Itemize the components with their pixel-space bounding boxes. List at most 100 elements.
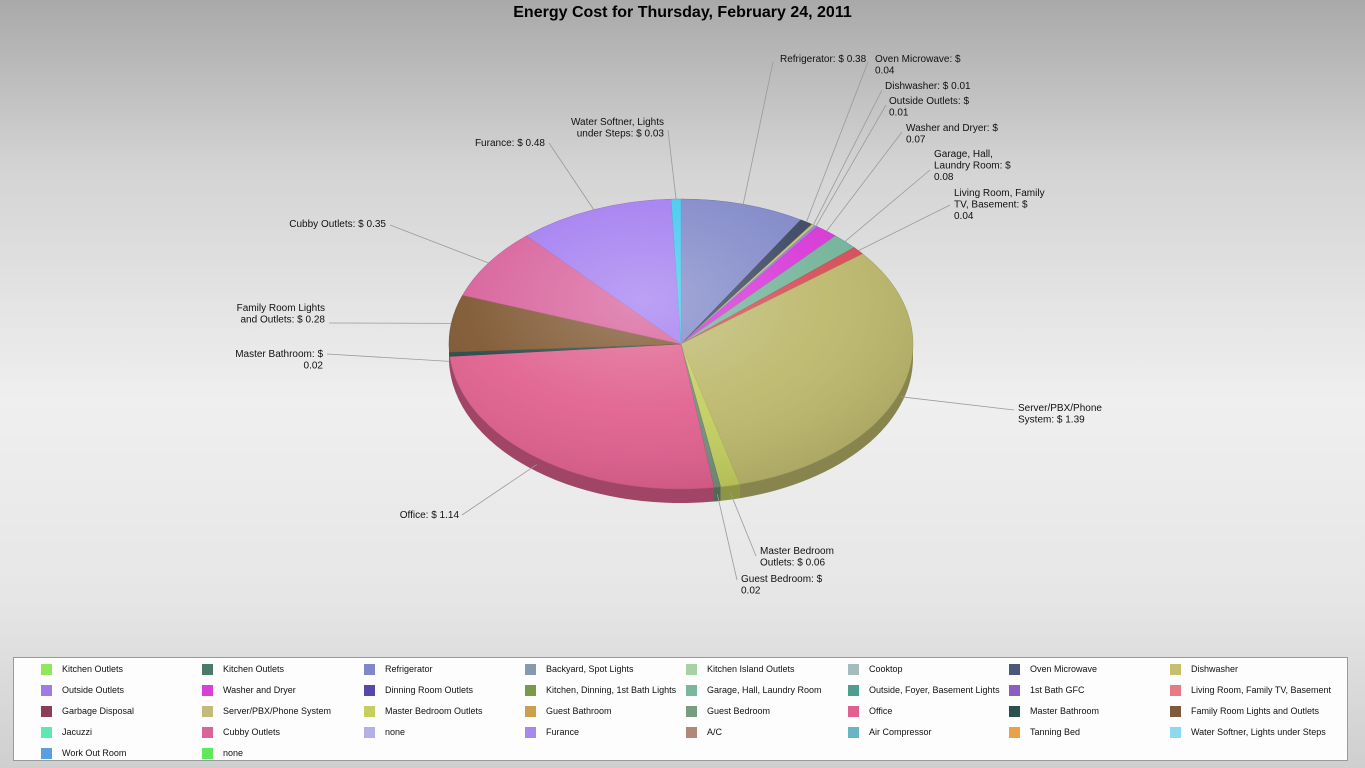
legend-label: Oven Microwave [1030,664,1098,674]
leader-line [729,492,757,557]
legend-item: Oven Microwave [1009,662,1097,676]
pie-side-master-bedroom-outlets [720,484,740,501]
legend-item: Garage, Hall, Laundry Room [686,683,822,697]
slice-label: Family Room Lights and Outlets: $ 0.28 [237,303,326,326]
legend-swatch [686,684,697,696]
legend-label: Master Bathroom [1030,706,1100,716]
legend-label: Master Bedroom Outlets [385,706,483,716]
legend-swatch [202,684,213,696]
legend-swatch [686,705,697,717]
legend-label: Water Softner, Lights under Steps [1191,727,1326,737]
leader-line [901,396,1015,411]
legend-swatch [525,663,536,675]
legend-label: Living Room, Family TV, Basement [1191,685,1332,695]
legend-item: Furance [525,725,579,739]
legend-swatch [1170,726,1181,738]
slice-label: Master Bedroom Outlets: $ 0.06 [760,546,834,569]
legend-swatch [1009,663,1020,675]
legend-swatch [848,726,859,738]
legend-label: Garbage Disposal [62,706,135,716]
legend-label: Cooktop [869,664,903,674]
legend-label: Backyard, Spot Lights [546,664,634,674]
legend-item: Kitchen Outlets [41,662,123,676]
leader-line [389,224,489,264]
legend-label: Kitchen Island Outlets [707,664,795,674]
legend-item: Server/PBX/Phone System [202,704,331,718]
legend-swatch [202,663,213,675]
legend-item: Kitchen Island Outlets [686,662,795,676]
pie-side-guest-bedroom [714,486,721,502]
legend-item: 1st Bath GFC [1009,683,1085,697]
legend-label: Family Room Lights and Outlets [1191,706,1320,716]
leader-line [806,61,869,223]
legend-item: Guest Bedroom [686,704,770,718]
legend-item: Garbage Disposal [41,704,134,718]
legend-label: Dishwasher [1191,664,1239,674]
legend-label: Guest Bathroom [546,706,612,716]
legend-swatch [686,726,697,738]
legend-label: Washer and Dryer [223,685,296,695]
slice-label: Refrigerator: $ 0.38 [780,54,867,65]
legend-item: none [202,746,243,760]
legend-swatch [364,726,375,738]
legend-label: Refrigerator [385,664,433,674]
slice-label: Water Softner, Lights under Steps: $ 0.03 [571,117,664,140]
leader-line [716,494,738,581]
slice-label: Office: $ 1.14 [400,510,460,521]
leader-line [826,131,903,232]
leader-line [548,142,595,210]
legend-item: Water Softner, Lights under Steps [1170,725,1326,739]
legend-label: none [223,748,244,758]
legend-swatch [1170,663,1181,675]
legend-swatch [41,684,52,696]
legend-swatch [525,726,536,738]
legend-item: Outside, Foyer, Basement Lights [848,683,1000,697]
legend-swatch [41,747,52,759]
legend-swatch [525,684,536,696]
legend-label: Guest Bedroom [707,706,771,716]
slice-label: Guest Bedroom: $0.02 [741,574,823,597]
legend-swatch [41,663,52,675]
legend-item: Family Room Lights and Outlets [1170,704,1319,718]
legend-item: Kitchen Outlets [202,662,284,676]
legend-item: Master Bedroom Outlets [364,704,483,718]
leader-line [667,129,677,200]
legend-label: Air Compressor [869,727,932,737]
slice-label: Washer and Dryer: $0.07 [906,123,998,146]
legend-item: Tanning Bed [1009,725,1080,739]
legend-item: Living Room, Family TV, Basement [1170,683,1331,697]
legend-swatch [848,684,859,696]
slice-label: Server/PBX/Phone System: $ 1.39 [1018,403,1102,426]
legend-item: Dinning Room Outlets [364,683,473,697]
pie-side-server-pbx-phone-system [739,344,913,499]
legend-item: Cubby Outlets [202,725,280,739]
legend-swatch [364,663,375,675]
legend-swatch [202,726,213,738]
leader-line [858,204,951,251]
legend-item: Master Bathroom [1009,704,1099,718]
legend-swatch [848,663,859,675]
legend-swatch [1009,705,1020,717]
legend-label: Garage, Hall, Laundry Room [707,685,822,695]
slice-label: Furance: $ 0.48 [475,138,545,149]
legend-swatch [525,705,536,717]
legend-item: Jacuzzi [41,725,92,739]
legend-swatch [1170,684,1181,696]
legend-label: Cubby Outlets [223,727,281,737]
legend: Kitchen Outlets Kitchen Outlets Refrigerat… [13,657,1348,761]
legend-swatch [202,705,213,717]
legend-swatch [848,705,859,717]
legend-label: Kitchen, Dinning, 1st Bath Lights [546,685,677,695]
legend-label: Furance [546,727,580,737]
legend-label: Kitchen Outlets [223,664,285,674]
legend-item: Cooktop [848,662,903,676]
legend-label: Kitchen Outlets [62,664,124,674]
legend-swatch [686,663,697,675]
slice-label: Dishwasher: $ 0.01 [885,81,971,92]
legend-label: Tanning Bed [1030,727,1081,737]
leader-line [844,169,931,242]
legend-item: Office [848,704,892,718]
legend-swatch [41,726,52,738]
legend-swatch [41,705,52,717]
legend-item: Outside Outlets [41,683,124,697]
